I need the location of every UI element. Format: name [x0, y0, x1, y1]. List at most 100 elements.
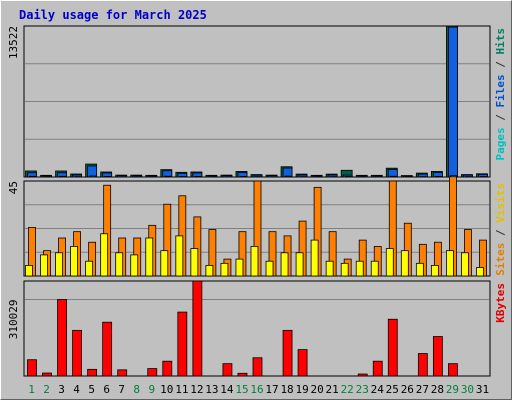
kbytes-bar-0-4: [72, 329, 82, 377]
day-label-31: 31: [476, 383, 489, 396]
kbytes-bar-0-25: [387, 318, 398, 377]
visits-bar-1-28: [430, 265, 439, 277]
visits-bar-1-16: [250, 246, 259, 277]
visits-bar-1-29: [446, 250, 454, 277]
visits-bar-1-6: [100, 233, 109, 277]
kbytes-bar-0-18: [282, 329, 293, 377]
visits-bar-1-9: [145, 237, 154, 277]
visits-bar-1-21: [325, 260, 334, 277]
kbytes-bar-0-14: [222, 363, 233, 377]
kbytes-bar-0-6: [102, 321, 113, 377]
visits-bar-1-5: [85, 260, 94, 277]
day-label-7: 7: [118, 383, 125, 396]
day-label-17: 17: [265, 383, 278, 396]
day-label-25: 25: [386, 383, 399, 396]
visits-legend: Sites / Visits: [494, 183, 507, 276]
day-label-11: 11: [175, 383, 188, 396]
kbytes-bar-0-28: [432, 336, 443, 377]
visits-bar-1-19: [295, 252, 304, 277]
kbytes-bar-0-16: [252, 357, 263, 377]
visits-bar-1-30: [461, 252, 469, 277]
day-label-26: 26: [401, 383, 414, 396]
hits-bar-2-1: [29, 175, 36, 178]
kbytes-bar-0-2: [42, 372, 52, 377]
day-label-29: 29: [446, 383, 459, 396]
kbytes-bar-0-11: [177, 311, 188, 377]
kbytes-bar-0-29: [448, 363, 458, 377]
hits-bar-1-18: [282, 167, 293, 178]
visits-legend-label-1: /: [494, 223, 507, 243]
hits-legend-label-2: Files: [494, 74, 507, 107]
day-label-9: 9: [148, 383, 155, 396]
day-label-30: 30: [461, 383, 474, 396]
hits-bar-2-25: [389, 175, 397, 178]
kbytes-max-label: 310029: [7, 299, 20, 339]
visits-bar-1-12: [190, 248, 199, 277]
kbytes-bar-0-15: [237, 372, 248, 377]
visits-bar-1-4: [70, 246, 78, 277]
hits-legend-label-0: Pages: [494, 127, 507, 160]
day-label-10: 10: [160, 383, 173, 396]
hits-bar-2-3: [59, 175, 66, 178]
hits-bar-2-10: [164, 175, 172, 178]
day-label-2: 2: [43, 383, 50, 396]
visits-bar-1-18: [280, 252, 289, 277]
visits-bar-1-14: [220, 262, 229, 277]
visits-bar-1-22: [340, 262, 349, 277]
hits-bar-1-5: [87, 165, 98, 178]
day-label-14: 14: [220, 383, 234, 396]
day-label-3: 3: [58, 383, 65, 396]
day-label-4: 4: [73, 383, 80, 396]
day-label-18: 18: [280, 383, 293, 396]
hits-legend-label-4: Hits: [494, 28, 507, 55]
chart-title: Daily usage for March 2025: [19, 8, 207, 22]
visits-legend-label-2: Visits: [494, 183, 507, 223]
visits-bar-1-2: [40, 254, 48, 277]
day-label-5: 5: [88, 383, 95, 396]
visits-bar-1-3: [55, 252, 63, 277]
hits-bar-2-12: [194, 176, 202, 178]
visits-bar-1-1: [25, 265, 33, 277]
visits-bar-1-17: [265, 260, 274, 277]
visits-bar-1-25: [385, 248, 394, 277]
day-label-20: 20: [311, 383, 324, 396]
day-label-24: 24: [371, 383, 385, 396]
kbytes-legend: KBytes: [494, 283, 507, 323]
hits-legend-label-3: /: [494, 55, 507, 75]
day-label-21: 21: [326, 383, 339, 396]
day-label-16: 16: [250, 383, 263, 396]
kbytes-bar-0-1: [27, 359, 37, 377]
visits-bar-1-10: [160, 250, 169, 277]
day-label-23: 23: [356, 383, 369, 396]
day-label-27: 27: [416, 383, 429, 396]
kbytes-bar-0-7: [117, 369, 128, 377]
hits-bar-2-18: [284, 175, 292, 178]
kbytes-legend-label-0: KBytes: [494, 283, 507, 323]
kbytes-bar-0-3: [57, 299, 67, 377]
kbytes-bar-0-27: [417, 353, 428, 377]
visits-bar-1-13: [205, 265, 214, 277]
visits-bar-1-8: [130, 254, 139, 277]
visits-bar-1-11: [175, 235, 184, 277]
hits-legend: Pages / Files / Hits: [494, 28, 507, 161]
kbytes-bar-0-12: [192, 280, 203, 377]
hits-bar-2-28: [434, 176, 442, 178]
day-label-6: 6: [103, 383, 110, 396]
hits-bar-2-5: [89, 175, 97, 178]
visits-max-label: 45: [7, 181, 20, 194]
day-label-13: 13: [205, 383, 218, 396]
day-label-15: 15: [235, 383, 248, 396]
hits-bar-1-29: [448, 26, 458, 178]
day-label-1: 1: [28, 383, 35, 396]
visits-bar-1-15: [235, 258, 244, 277]
day-label-12: 12: [190, 383, 203, 396]
kbytes-bar-0-9: [147, 368, 158, 377]
visits-bar-1-31: [476, 267, 484, 277]
visits-bar-1-27: [415, 262, 424, 277]
visits-legend-label-0: Sites: [494, 243, 507, 276]
hits-bar-2-15: [239, 176, 247, 178]
visits-bar-1-20: [310, 239, 319, 277]
hits-bar-2-6: [104, 176, 112, 178]
kbytes-bar-0-24: [372, 360, 383, 377]
